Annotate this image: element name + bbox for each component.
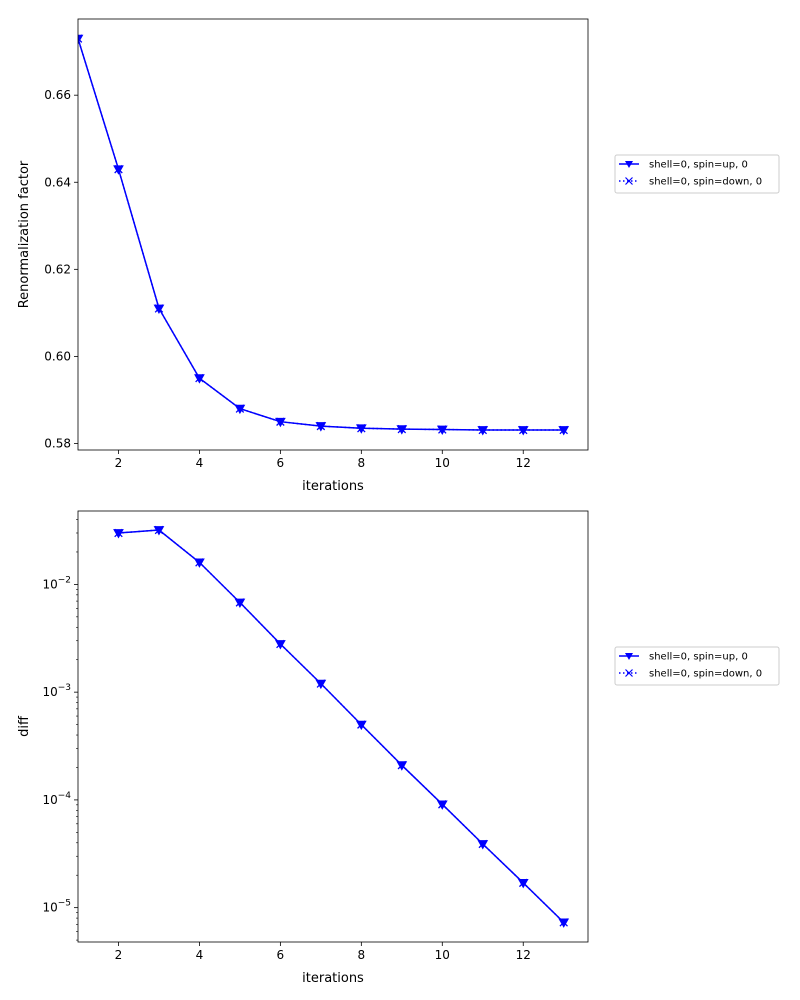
data-point	[397, 760, 407, 770]
x-tick-label: 2	[115, 456, 123, 470]
plot-frame	[77, 510, 589, 943]
y-tick-label: 0.66	[44, 88, 71, 102]
y-tick-label: 0.60	[44, 349, 71, 363]
x-tick-label: 4	[196, 456, 204, 470]
legend: shell=0, spin=up, 0 shell=0, spin=down, 0	[614, 646, 780, 686]
data-point	[235, 598, 245, 607]
series-line-2	[118, 529, 565, 923]
data-point	[276, 417, 285, 426]
data-point	[559, 918, 568, 927]
data-point	[154, 525, 164, 535]
x-tick-label: 6	[277, 948, 285, 962]
x-tick-label: 2	[115, 948, 123, 962]
x-tick-label: 12	[516, 948, 531, 962]
data-point	[478, 839, 488, 849]
x-tick-label: 6	[277, 456, 285, 470]
y-tick-label: 10−5	[42, 899, 71, 915]
legend-marker	[625, 653, 633, 660]
y-tick-label: 10−3	[42, 683, 71, 699]
data-point	[357, 423, 366, 433]
x-axis-label: iterations	[302, 479, 364, 494]
y-axis-label: Renormalization factor	[17, 160, 32, 308]
data-point	[316, 679, 326, 688]
x-tick-label: 12	[516, 456, 531, 470]
legend-label: shell=0, spin=down, 0	[649, 177, 762, 188]
data-point	[438, 425, 447, 434]
data-point	[114, 164, 123, 174]
data-point	[518, 425, 528, 435]
y-tick-label: 10−2	[42, 575, 71, 591]
y-tick-label: 10−4	[42, 791, 71, 807]
y-axis-label: diff	[17, 715, 32, 737]
legend: shell=0, spin=up, 0 shell=0, spin=down, 0	[614, 154, 780, 194]
x-tick-label: 10	[435, 948, 450, 962]
legend-box	[614, 646, 780, 686]
plot-frame	[77, 18, 589, 451]
x-tick-label: 8	[358, 948, 366, 962]
data-point	[78, 34, 83, 43]
y-tick-label: 0.64	[44, 175, 71, 189]
x-tick-label: 8	[358, 456, 366, 470]
legend-label: shell=0, spin=up, 0	[649, 160, 748, 171]
x-tick-label: 4	[196, 948, 204, 962]
chart-panel-1: 2 4 6 8 10 12 0.58 0.60 0.62 0.64 0.66 iterations Re…	[17, 18, 780, 494]
data-point	[397, 424, 407, 434]
chart-panel-2: 2 4 6 8 10 12 10−5 10−4 10−3 10−2 iterations diff sh…	[17, 510, 780, 986]
data-point	[276, 639, 285, 649]
data-point	[518, 878, 528, 888]
data-point	[559, 425, 568, 435]
legend-marker	[625, 161, 633, 168]
plot-area	[113, 525, 570, 928]
legend-label: shell=0, spin=down, 0	[649, 669, 762, 680]
legend-marker	[625, 669, 633, 677]
legend-label: shell=0, spin=up, 0	[649, 652, 748, 663]
data-point	[114, 528, 123, 538]
data-point	[478, 425, 488, 435]
data-point	[357, 720, 366, 729]
series-line-1	[118, 529, 565, 923]
data-point	[154, 304, 164, 313]
data-point	[195, 558, 204, 567]
legend-marker	[625, 177, 633, 185]
data-point	[235, 404, 245, 413]
plot-area	[78, 34, 570, 436]
data-point	[195, 373, 204, 383]
data-point	[438, 800, 447, 809]
x-tick-label: 10	[435, 456, 450, 470]
series-line-1	[78, 38, 564, 431]
x-axis-label: iterations	[302, 971, 364, 986]
data-point	[316, 421, 326, 431]
legend-box	[614, 154, 780, 194]
y-tick-label: 0.62	[44, 262, 71, 276]
y-tick-label: 0.58	[44, 436, 71, 450]
series-line-2	[78, 38, 564, 431]
